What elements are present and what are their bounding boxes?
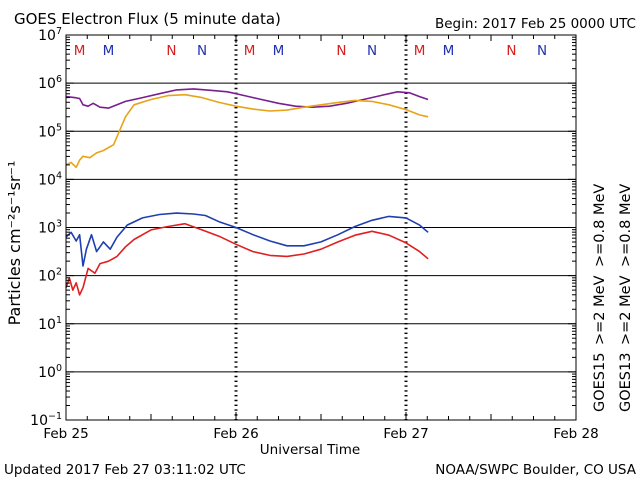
x-tick-label: Feb 26 [213, 426, 258, 442]
x-axis-label: Universal Time [260, 442, 360, 458]
series-line-goes13-2-mev [65, 222, 429, 296]
local-time-marker: N [367, 43, 377, 59]
local-time-marker: N [506, 43, 516, 59]
legend-sat-goes13: GOES13 [618, 353, 634, 412]
local-time-marker: M [103, 43, 115, 59]
legend-goes15: >=2 MeV >=0.8 MeV [592, 184, 608, 345]
legend-goes13-08mev: >=0.8 MeV [618, 184, 634, 267]
legend-sat-goes15: GOES15 [592, 353, 608, 412]
local-time-marker: N [166, 43, 176, 59]
axis-ticks: 10−1 100 101 102 103 104 105 106 107 Feb 25 Feb 26… [30, 26, 599, 442]
local-time-marker: M [273, 43, 285, 59]
local-time-marker: N [537, 43, 547, 59]
series-line-goes15-0-8-mev [65, 88, 429, 109]
source-credit: NOAA/SWPC Boulder, CO USA [435, 462, 637, 478]
local-time-marker: M [244, 43, 256, 59]
local-time-marker: N [197, 43, 207, 59]
begin-date: Begin: 2017 Feb 25 0000 UTC [435, 16, 636, 32]
y-tick-label: 101 [38, 315, 62, 333]
chart-title: GOES Electron Flux (5 minute data) [14, 10, 281, 28]
y-tick-label: 102 [38, 267, 62, 285]
updated-timestamp: Updated 2017 Feb 27 03:11:02 UTC [4, 462, 246, 478]
y-tick-label: 107 [38, 26, 62, 44]
legend-goes13: >=2 MeV >=0.8 MeV [618, 184, 634, 345]
y-tick-label: 104 [38, 170, 62, 188]
y-tick-label: 100 [38, 363, 62, 381]
y-tick-label: 105 [38, 122, 62, 140]
y-tick-label: 103 [38, 219, 62, 237]
series-line-goes15-2-mev [65, 212, 429, 267]
local-time-marker: N [336, 43, 346, 59]
y-tick-label: 106 [38, 74, 62, 92]
y-tick-label: 10−1 [30, 411, 62, 429]
local-time-marker: M [414, 43, 426, 59]
legend-goes15-08mev: >=0.8 MeV [592, 184, 608, 267]
legend-goes15-2mev: >=2 MeV [592, 275, 608, 345]
x-tick-label: Feb 25 [43, 426, 88, 442]
local-time-marker: M [443, 43, 455, 59]
x-tick-label: Feb 27 [383, 426, 428, 442]
local-time-marker: M [74, 43, 86, 59]
legend-goes13-2mev: >=2 MeV [618, 275, 634, 345]
x-tick-label: Feb 28 [553, 426, 598, 442]
series-layer [65, 88, 429, 296]
series-line-goes13-0-8-mev [65, 93, 429, 169]
y-axis-label: Particles cm⁻²s⁻¹sr⁻¹ [5, 161, 24, 326]
